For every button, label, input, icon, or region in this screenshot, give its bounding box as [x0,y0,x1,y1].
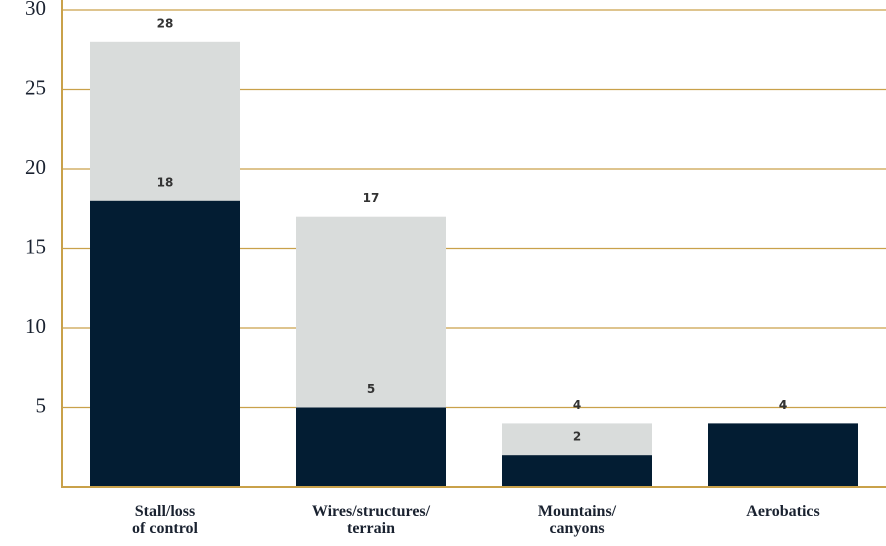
y-tick-label: 25 [25,75,46,99]
x-tick-label: Wires/structures/ terrain [311,503,431,537]
y-tick-label: 30 [25,0,46,20]
bar [502,455,652,487]
x-tick-label: Aerobatics [746,503,820,520]
bar [90,200,240,488]
value-label: 4 [779,398,787,412]
y-tick-label: 5 [36,393,47,417]
x-tick-label: Mountains/ canyons [537,503,617,537]
value-label: 18 [157,175,174,189]
value-label: 28 [157,16,174,30]
y-tick-label: 15 [25,234,46,258]
y-tick-label: 20 [25,155,46,179]
value-label: 17 [363,191,380,205]
value-label: 4 [779,398,787,412]
x-tick-label: Stall/loss of control [132,503,198,537]
bar [296,407,446,487]
bar [708,423,858,487]
value-label: 4 [573,398,581,412]
y-tick-label: 10 [25,314,46,338]
value-label: 5 [367,382,375,396]
value-label: 2 [573,430,581,444]
